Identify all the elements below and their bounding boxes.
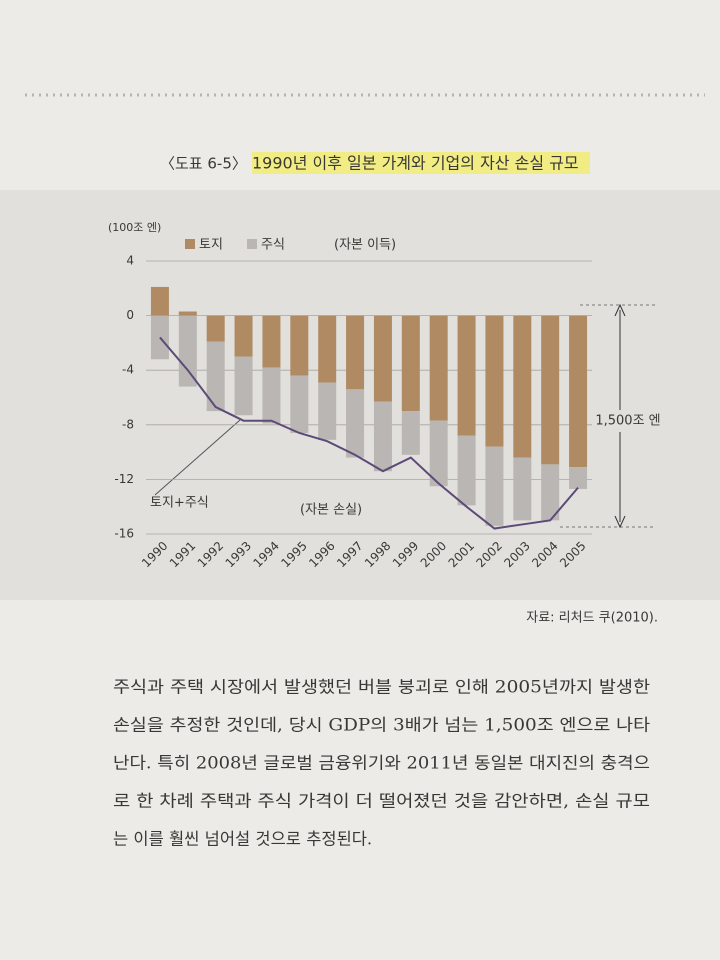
line-label-pointer [154,419,241,496]
bar-segment [346,315,365,390]
legend-swatch [185,239,195,249]
y-tick-label: -8 [122,417,134,431]
bar-segment [569,315,588,468]
bar-segment [569,467,588,489]
bar-segment [178,311,197,316]
body-line: 로 한 차례 주택과 주식 가격이 더 떨어졌던 것을 감안하면, 손실 규모 [113,792,650,811]
bar-segment [206,341,225,412]
bar-segment [429,420,448,487]
body-text: 주식과 주택 시장에서 발생했던 버블 붕괴로 인해 2005년까지 발생한손실… [113,678,650,849]
line-label: 토지+주식 [150,496,209,511]
bar-segment [457,435,476,506]
bar-segment [541,464,560,521]
loss-label: (자본 손실) [300,503,362,518]
bar-segment [318,382,337,440]
bar-segment [513,457,532,521]
bar-segment [234,315,253,357]
legend-label: 토지 [199,238,223,253]
body-line: 주식과 주택 시장에서 발생했던 버블 붕괴로 인해 2005년까지 발생한 [113,678,650,697]
legend-label: 주식 [261,238,285,253]
bar-segment [290,315,309,376]
total-label: 1,500조 엔 [595,414,660,429]
y-unit: (100조 엔) [108,221,161,234]
bracket-label-bg [588,410,668,432]
bar-segment [401,315,420,412]
chart-title: 1990년 이후 일본 가계와 기업의 자산 손실 규모 [252,154,579,173]
y-tick-label: -4 [122,363,134,377]
bar-segment [485,446,504,526]
bar-segment [178,315,197,387]
body-line: 난다. 특히 2008년 글로벌 금융위기와 2011년 동일본 대지진의 충격… [113,754,650,773]
bar-segment [513,315,532,458]
bar-segment [206,315,225,342]
bar-segment [541,315,560,465]
bar-segment [262,315,281,368]
y-tick-label: 4 [126,254,134,268]
bar-segment [457,315,476,436]
bar-segment [373,401,392,472]
bar-segment [150,286,169,316]
highlight [252,152,590,174]
body-line: 는 이를 훨씬 넘어설 것으로 추정된다. [113,830,372,849]
bar-segment [290,375,309,433]
y-tick-label: -16 [114,527,134,541]
bar-segment [485,315,504,447]
bar-segment [429,315,448,421]
y-tick-label: -12 [114,472,134,486]
bar-segment [401,411,420,455]
gain-label: (자본 이득) [334,238,396,253]
figure-label: 〈도표 6-5〉 [160,155,247,173]
legend-swatch [247,239,257,249]
arrow-heads [614,303,626,529]
bar-segment [373,315,392,402]
total-line [159,336,579,530]
source: 자료: 리처드 쿠(2010). [526,611,658,626]
body-line: 손실을 추정한 것인데, 당시 GDP의 3배가 넘는 1,500조 엔으로 나… [113,716,650,735]
y-tick-label: 0 [126,308,134,322]
bar-segment [346,389,365,458]
bar-segment [262,367,281,424]
bar-segment [318,315,337,383]
bar-segment [234,356,253,416]
